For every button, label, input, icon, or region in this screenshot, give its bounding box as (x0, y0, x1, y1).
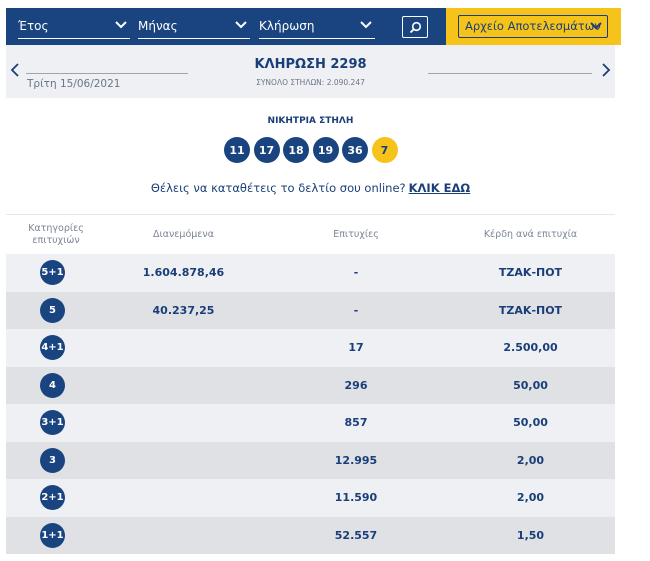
chevron-left-icon[interactable] (9, 62, 21, 78)
total-columns: ΣΥΝΟΛΟ ΣΤΗΛΩΝ: 2.090.247 (256, 78, 365, 87)
header-winners: Επιτυχίες (333, 229, 379, 240)
divider (428, 73, 592, 74)
prize-per-winner: 50,00 (513, 378, 548, 392)
archive-select-label: Αρχείο Αποτελεσμάτων (465, 19, 601, 33)
category-badge: 1+1 (40, 522, 65, 548)
prize-per-winner: 2.500,00 (503, 341, 558, 355)
divider (26, 73, 188, 74)
header-prize: Κέρδη ανά επιτυχία (483, 229, 578, 240)
online-prompt-text: Θέλεις να καταθέτεις το δελτίο σου onlin… (150, 181, 406, 195)
winners-count: - (353, 266, 359, 280)
table-row: 5+1 1.604.878,46 - ΤΖΑΚ-ΠΟΤ (6, 254, 615, 292)
filter-bar: Έτος Μήνας Κλήρωση Αρχείο Αποτελεσμάτων (6, 8, 621, 45)
header-distributed: Διανεμόμενα (152, 229, 215, 240)
winners-count: 296 (344, 378, 368, 392)
chevron-down-icon (115, 21, 127, 29)
winners-count: 857 (344, 416, 368, 430)
year-select-label: Έτος (18, 19, 49, 33)
category-badge: 5+1 (40, 260, 65, 285)
results-table: Κατηγορίες επιτυχιών Διανεμόμενα Επιτυχί… (6, 214, 615, 554)
category-badge: 5 (40, 297, 65, 323)
draw-select[interactable]: Κλήρωση (259, 16, 375, 39)
number-ball: 17 (253, 137, 280, 163)
month-select[interactable]: Μήνας (138, 16, 250, 39)
number-ball: 19 (312, 137, 339, 163)
distributed-amount (101, 367, 266, 405)
distributed-amount (101, 404, 266, 442)
chevron-right-icon[interactable] (600, 62, 612, 78)
table-row: 5 40.237,25 - ΤΖΑΚ-ΠΟΤ (6, 291, 615, 329)
distributed-amount (101, 479, 266, 517)
chevron-down-icon (590, 22, 602, 30)
winners-count: 17 (348, 341, 364, 355)
category-badge: 3+1 (40, 410, 65, 435)
archive-select[interactable]: Αρχείο Αποτελεσμάτων (458, 15, 608, 38)
table-row: 1+1 52.557 1,50 (6, 516, 615, 555)
winning-numbers: 11 17 18 19 36 7 (224, 137, 398, 163)
distributed-amount: 1.604.878,46 (142, 266, 225, 280)
table-row: 3+1 857 50,00 (6, 404, 615, 442)
winners-count: 12.995 (334, 453, 378, 467)
table-row: 3 12.995 2,00 (6, 441, 615, 480)
number-ball: 18 (283, 137, 309, 163)
archive-panel: Αρχείο Αποτελεσμάτων (446, 8, 621, 45)
winners-count: 11.590 (334, 491, 378, 505)
prize-per-winner: ΤΖΑΚ-ΠΟΤ (498, 303, 563, 317)
number-ball: 36 (342, 137, 368, 163)
draw-title: ΚΛΗΡΩΣΗ 2298 (254, 57, 367, 72)
chevron-down-icon (235, 21, 247, 29)
distributed-amount: 40.237,25 (152, 303, 215, 317)
header-category: Κατηγορίες επιτυχιών (28, 223, 84, 246)
chevron-down-icon (360, 21, 372, 29)
search-icon (409, 21, 421, 33)
table-header: Κατηγορίες επιτυχιών Διανεμόμενα Επιτυχί… (6, 214, 615, 254)
prize-per-winner: 2,00 (516, 453, 545, 467)
month-select-label: Μήνας (138, 19, 178, 33)
table-row: 2+1 11.590 2,00 (6, 479, 615, 517)
distributed-amount (101, 517, 266, 555)
online-prompt: Θέλεις να καταθέτεις το δελτίο σου onlin… (0, 181, 621, 195)
winners-count: 52.557 (334, 528, 378, 542)
draw-select-label: Κλήρωση (259, 19, 315, 33)
draw-date: Τρίτη 15/06/2021 (27, 78, 121, 90)
category-badge: 4 (40, 372, 65, 398)
prize-per-winner: 50,00 (513, 416, 548, 430)
winning-column-label: ΝΙΚΗΤΡΙΑ ΣΤΗΛΗ (267, 116, 354, 126)
winners-count: - (353, 303, 359, 317)
table-row: 4+1 17 2.500,00 (6, 329, 615, 367)
prize-per-winner: 1,50 (516, 528, 545, 542)
draw-header: Τρίτη 15/06/2021 ΚΛΗΡΩΣΗ 2298 ΣΥΝΟΛΟ ΣΤΗ… (6, 45, 615, 98)
search-button[interactable] (402, 16, 428, 38)
category-badge: 3 (40, 447, 65, 473)
distributed-amount (101, 442, 266, 480)
table-row: 4 296 50,00 (6, 366, 615, 405)
click-here-link[interactable]: ΚΛΙΚ ΕΔΩ (408, 181, 471, 195)
number-ball: 11 (224, 137, 250, 163)
prize-per-winner: 2,00 (516, 491, 545, 505)
category-badge: 4+1 (40, 335, 65, 360)
joker-ball: 7 (371, 137, 398, 163)
prize-per-winner: ΤΖΑΚ-ΠΟΤ (498, 266, 563, 280)
distributed-amount (101, 329, 266, 367)
category-badge: 2+1 (40, 485, 65, 510)
year-select[interactable]: Έτος (18, 16, 130, 39)
